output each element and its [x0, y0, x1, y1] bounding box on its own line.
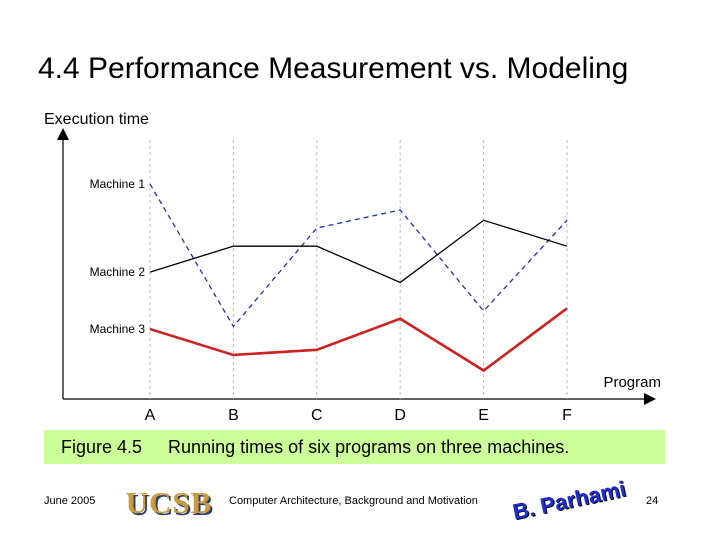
- x-axis-label: Program: [603, 374, 661, 391]
- x-tick-label-f: F: [562, 407, 572, 424]
- series-line-machine-1: [149, 183, 568, 328]
- x-tick-label-a: A: [145, 407, 156, 424]
- figure-caption: Figure 4.5 Running times of six programs…: [44, 430, 665, 464]
- series-line-machine-3: [149, 307, 568, 373]
- author-signature-text: B. Parhami: [510, 476, 628, 525]
- slide-title: 4.4 Performance Measurement vs. Modeling: [38, 52, 629, 85]
- footer-date: June 2005: [44, 495, 96, 507]
- series-label-machine-2: Machine 2: [90, 265, 146, 279]
- x-tick-label-e: E: [478, 407, 489, 424]
- x-tick-label-c: C: [311, 407, 323, 424]
- series-label-machine-1: Machine 1: [90, 177, 146, 191]
- ucsb-logo-text: UCSB: [125, 485, 213, 520]
- ucsb-logo: UCSB: [120, 483, 218, 523]
- y-axis-label: Execution time: [44, 111, 149, 128]
- x-tick-label-b: B: [228, 407, 239, 424]
- footer-page-number: 24: [646, 495, 659, 507]
- caption-text: Running times of six programs on three m…: [168, 436, 570, 457]
- caption-figure-number: Figure 4.5: [61, 436, 143, 457]
- series-line-machine-2: [149, 219, 568, 284]
- author-signature-logo: B. Parhami: [510, 476, 628, 534]
- x-tick-label-d: D: [394, 407, 406, 424]
- footer-course: Computer Architecture, Background and Mo…: [229, 495, 478, 507]
- series-label-machine-3: Machine 3: [90, 322, 146, 336]
